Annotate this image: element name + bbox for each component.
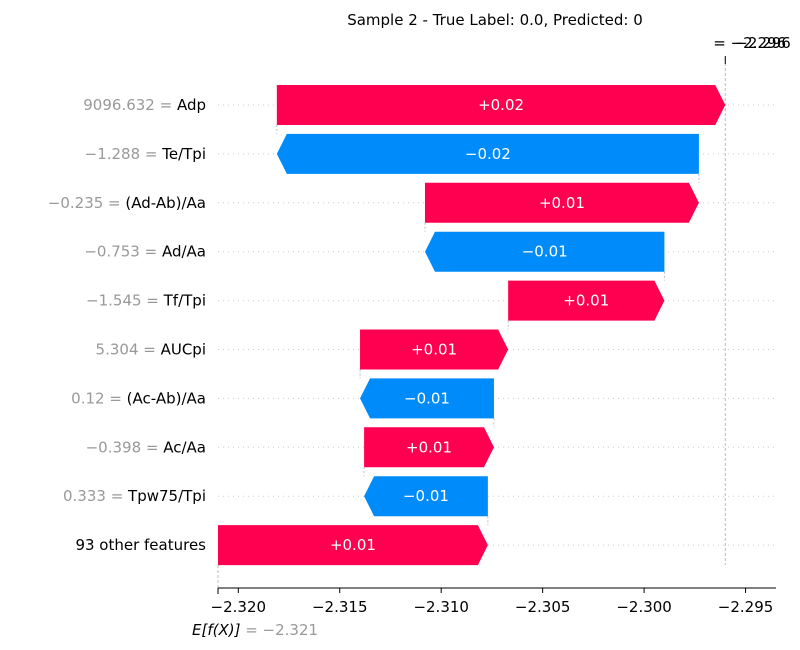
feature-value: 9096.632 =	[83, 96, 177, 114]
feature-label: −0.753 = Ad/Aa	[84, 243, 206, 261]
bar-value-label: +0.01	[539, 194, 585, 212]
x-tick-label: −2.305	[515, 598, 571, 616]
feature-value: −0.235 =	[48, 194, 126, 212]
feature-name: Tf/Tpi	[163, 292, 206, 310]
feature-name: Tpw75/Tpi	[127, 487, 206, 505]
feature-value: 5.304 =	[96, 341, 161, 359]
feature-name: (Ad-Ab)/Aa	[125, 194, 206, 212]
feature-label: 0.333 = Tpw75/Tpi	[63, 487, 206, 505]
bar-value-label: +0.01	[330, 536, 376, 554]
x-axis: −2.296= −2.296 −2.320 −2.315 −2.310 −2.305 −2…	[192, 34, 791, 639]
bar-value-label: +0.01	[411, 341, 457, 359]
feature-label: 5.304 = AUCpi	[96, 341, 206, 359]
feature-label: 93 other features	[75, 536, 206, 554]
feature-label: 0.12 = (Ac-Ab)/Aa	[71, 389, 206, 407]
feature-name: Adp	[177, 96, 206, 114]
bar-negative	[360, 378, 494, 419]
feature-label: −1.288 = Te/Tpi	[85, 145, 206, 163]
base-value-label: E[f(X)] = −2.321	[192, 621, 318, 639]
feature-value: 0.12 =	[71, 389, 127, 407]
feature-name: 93 other features	[75, 536, 206, 554]
bar-positive	[218, 525, 488, 566]
feature-value: −0.753 =	[84, 243, 162, 261]
final-value-ghost: −2.296	[735, 34, 791, 52]
bar-value-label: +0.02	[478, 96, 524, 114]
feature-label: −0.235 = (Ad-Ab)/Aa	[48, 194, 206, 212]
x-tick-label: −2.295	[718, 598, 774, 616]
bar-value-label: +0.01	[406, 438, 452, 456]
bar-value-label: −0.01	[403, 487, 449, 505]
feature-value: −1.288 =	[85, 145, 163, 163]
feature-value: 0.333 =	[63, 487, 128, 505]
feature-name: Te/Tpi	[161, 145, 206, 163]
bar-value-label: −0.02	[465, 145, 511, 163]
feature-value: −0.398 =	[86, 438, 164, 456]
bar-positive	[276, 85, 726, 125]
bar-positive	[508, 280, 665, 321]
x-tick-label: −2.310	[413, 598, 469, 616]
bar-positive	[364, 427, 494, 468]
feature-labels: 9096.632 = Adp −1.288 = Te/Tpi −0.235 = (A…	[48, 96, 206, 554]
final-value-label: = −2.296	[713, 34, 786, 52]
bar-negative	[424, 231, 665, 272]
bar-value-label: −0.01	[522, 243, 568, 261]
bar-positive	[424, 182, 699, 223]
bar-positive	[360, 329, 509, 370]
chart-title: Sample 2 - True Label: 0.0, Predicted: 0	[347, 11, 643, 29]
x-tick-label: −2.300	[616, 598, 672, 616]
feature-name: Ad/Aa	[162, 243, 206, 261]
bar-negative	[364, 476, 488, 517]
x-tick-label: −2.320	[211, 598, 267, 616]
bar-value-label: −0.01	[404, 389, 450, 407]
feature-name: Ac/Aa	[163, 438, 206, 456]
x-tick-label: −2.315	[312, 598, 368, 616]
feature-name: (Ac-Ab)/Aa	[127, 389, 206, 407]
feature-label: −1.545 = Tf/Tpi	[86, 292, 206, 310]
feature-value: −1.545 =	[86, 292, 164, 310]
feature-label: 9096.632 = Adp	[83, 96, 206, 114]
feature-label: −0.398 = Ac/Aa	[86, 438, 206, 456]
bar-value-label: +0.01	[563, 292, 609, 310]
bars: +0.02 −0.02 +0.01 −0.01 +0.01 +0.01 −0.01 +0.01…	[218, 85, 726, 566]
feature-name: AUCpi	[161, 341, 206, 359]
bar-negative	[276, 133, 699, 174]
